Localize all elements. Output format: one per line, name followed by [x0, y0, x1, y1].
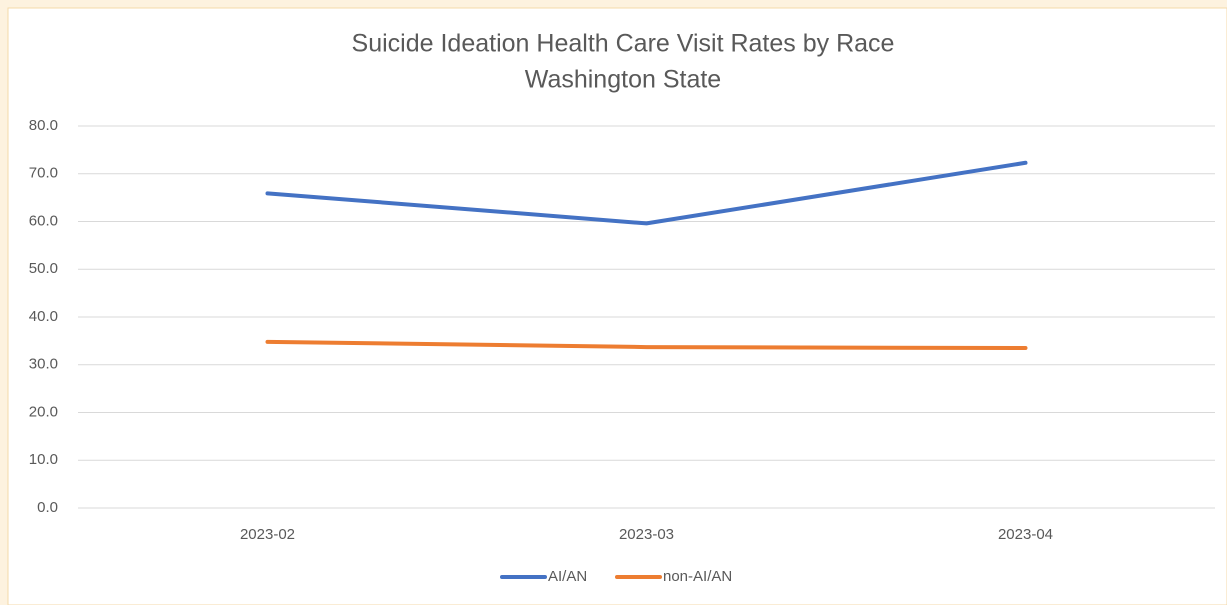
x-tick-label: 2023-02 [240, 526, 295, 543]
y-tick-label: 60.0 [29, 212, 58, 229]
y-tick-label: 80.0 [29, 117, 58, 134]
chart-title: Suicide Ideation Health Care Visit Rates… [352, 30, 895, 58]
x-tick-label: 2023-04 [998, 526, 1053, 543]
legend-label: AI/AN [548, 568, 587, 585]
y-tick-label: 30.0 [29, 356, 58, 373]
chart-subtitle: Washington State [525, 66, 721, 94]
y-tick-label: 20.0 [29, 403, 58, 420]
y-tick-label: 0.0 [37, 499, 58, 516]
y-tick-label: 40.0 [29, 308, 58, 325]
series-line [265, 160, 1028, 226]
series-line [265, 339, 1028, 351]
y-tick-label: 50.0 [29, 260, 58, 277]
y-tick-label: 10.0 [29, 451, 58, 468]
y-tick-label: 70.0 [29, 165, 58, 182]
legend-label: non-AI/AN [663, 568, 732, 585]
chart-background [7, 7, 1227, 605]
x-tick-label: 2023-03 [619, 526, 674, 543]
